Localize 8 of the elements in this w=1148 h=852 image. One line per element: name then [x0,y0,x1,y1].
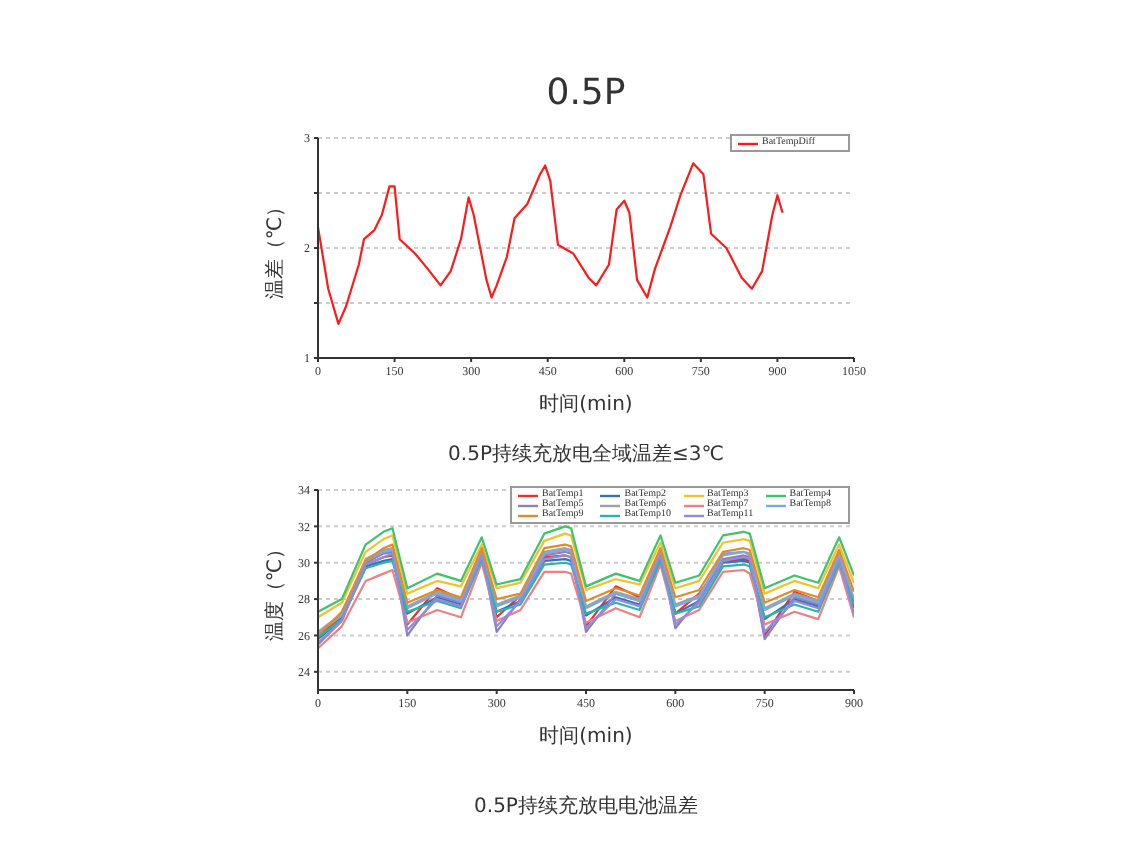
chart-title: 0.5P [544,72,628,114]
text: 0.5P持续充放电全域温差≤3℃ [446,441,726,468]
text: 0.5P持续充放电电池温差 [472,793,700,820]
y-axis-title: 温度（℃） [263,538,288,642]
x-axis-title: 时间(min) [539,392,633,416]
y-axis-title: 温差（℃） [263,196,288,300]
line-series [318,162,784,325]
x-axis-title: 时间(min) [539,724,633,748]
